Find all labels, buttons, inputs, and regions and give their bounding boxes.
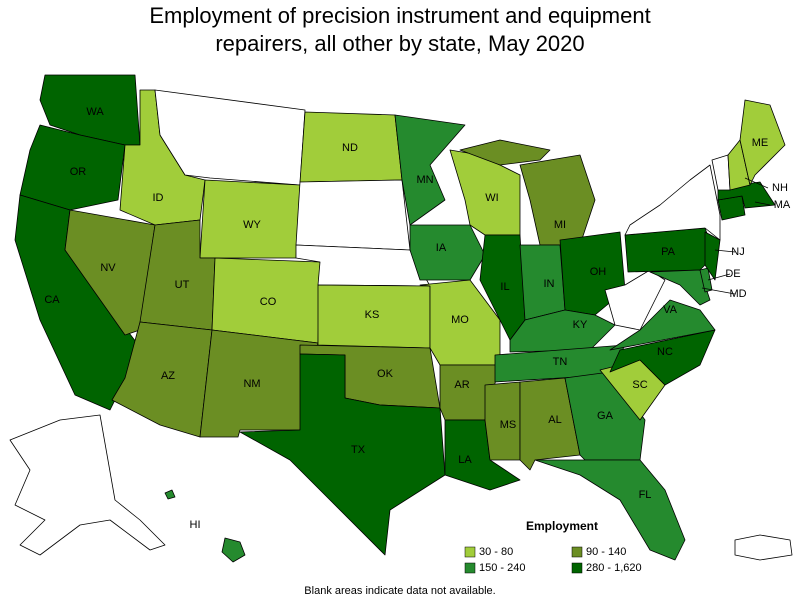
state-label: TX	[351, 444, 366, 456]
state-label: MN	[416, 174, 433, 186]
state-shape	[154, 89, 306, 186]
state-label: IA	[436, 242, 447, 254]
state-shape	[409, 224, 486, 281]
states	[9, 74, 793, 563]
state-label: VA	[663, 304, 678, 316]
state-label: MI	[554, 219, 566, 231]
state-label: OH	[590, 266, 607, 278]
state-label: NC	[657, 346, 673, 358]
leader-line	[744, 177, 769, 189]
state-shape	[239, 353, 446, 556]
legend-label: 30 - 80	[479, 546, 513, 558]
state-label: NJ	[731, 246, 744, 258]
state-label: MA	[774, 199, 791, 211]
state-label: TN	[553, 356, 568, 368]
state-shape	[739, 99, 786, 186]
state-labels: WA OR CA NV ID WY UT CO AZ NM ND KS OK TX MN IA MO AR LA WI…	[44, 106, 791, 531]
state-shape	[394, 114, 466, 226]
state-label: MS	[500, 419, 517, 431]
state-label: NH	[772, 182, 788, 194]
state-label: OR	[70, 166, 87, 178]
state-label: WY	[243, 219, 261, 231]
state-shape	[624, 164, 721, 241]
state-shape	[509, 309, 616, 353]
state-shape	[734, 534, 793, 561]
state-label: NM	[243, 378, 260, 390]
state-label: SC	[632, 379, 647, 391]
state-label: WA	[86, 106, 104, 118]
legend-label: 90 - 140	[586, 546, 626, 558]
state-label: ID	[153, 192, 164, 204]
legend-swatch	[464, 562, 476, 574]
legend-swatch	[464, 546, 476, 558]
state-shape	[711, 154, 731, 191]
state-label: ME	[752, 137, 769, 149]
state-label: CO	[260, 296, 277, 308]
leader-line	[707, 273, 731, 281]
state-shape	[519, 154, 596, 246]
state-label: FL	[639, 489, 652, 501]
legend: 30 - 80 90 - 140 150 - 240 280 - 1,620	[464, 546, 642, 574]
state-label: PA	[661, 246, 676, 258]
legend-title: Employment	[526, 519, 598, 533]
state-shape	[519, 244, 566, 321]
legend-swatch	[571, 546, 583, 558]
state-shape	[649, 269, 711, 306]
state-shape	[609, 329, 716, 386]
legend-label: 150 - 240	[479, 562, 525, 574]
state-label: CA	[44, 294, 60, 306]
state-shape	[164, 489, 176, 500]
state-shape	[64, 209, 156, 336]
state-label: MO	[451, 314, 469, 326]
state-label: UT	[175, 279, 190, 291]
state-shape	[19, 124, 126, 211]
state-label: HI	[190, 519, 201, 531]
footnote: Blank areas indicate data not available.	[304, 585, 495, 597]
state-label: AL	[548, 414, 561, 426]
state-label: IL	[500, 281, 509, 293]
leader-lines	[701, 177, 771, 295]
state-label: AR	[454, 379, 469, 391]
state-label: GA	[597, 410, 614, 422]
state-shape	[9, 414, 166, 556]
state-label: OK	[377, 368, 394, 380]
state-label: WI	[485, 192, 498, 204]
state-label: LA	[458, 454, 472, 466]
leader-line	[714, 249, 736, 253]
state-label: ND	[342, 142, 358, 154]
state-label: IN	[544, 278, 555, 290]
legend-label: 280 - 1,620	[586, 562, 642, 574]
state-shape	[484, 381, 521, 461]
legend-swatch	[571, 562, 583, 574]
chart-title: Employment of precision instrument and e…	[149, 3, 651, 56]
state-shape	[534, 459, 686, 561]
state-label: AZ	[161, 370, 175, 382]
leader-line	[754, 201, 771, 206]
leader-line	[701, 287, 736, 295]
state-shape	[609, 299, 716, 351]
state-label: MD	[729, 288, 746, 300]
state-shape	[459, 139, 551, 166]
state-shape	[221, 537, 246, 563]
state-label: DE	[725, 268, 740, 280]
state-label: KS	[365, 309, 380, 321]
state-shape	[704, 231, 721, 281]
state-label: KY	[573, 319, 588, 331]
state-label: NV	[100, 262, 116, 274]
state-shape	[295, 179, 411, 251]
